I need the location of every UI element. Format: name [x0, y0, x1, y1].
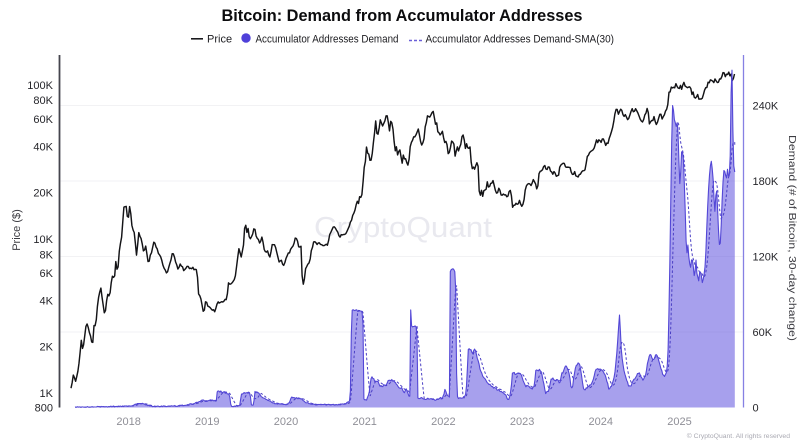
svg-text:10K: 10K [33, 234, 53, 246]
svg-text:2019: 2019 [195, 416, 219, 428]
svg-text:40K: 40K [33, 141, 53, 153]
svg-text:Price ($): Price ($) [11, 209, 23, 251]
svg-text:2024: 2024 [589, 416, 613, 428]
svg-text:0: 0 [753, 402, 759, 414]
svg-text:800: 800 [35, 403, 53, 415]
svg-text:6K: 6K [40, 268, 54, 280]
svg-text:Demand (# of Bitcoin, 30-day c: Demand (# of Bitcoin, 30-day change) [786, 135, 798, 341]
svg-text:180K: 180K [753, 176, 779, 188]
svg-text:60K: 60K [753, 327, 773, 339]
svg-text:60K: 60K [33, 114, 53, 126]
svg-text:120K: 120K [753, 251, 779, 263]
svg-text:1K: 1K [40, 388, 54, 400]
svg-text:CryptoQuant: CryptoQuant [314, 212, 492, 244]
svg-text:2020: 2020 [274, 416, 298, 428]
svg-text:2K: 2K [40, 342, 54, 354]
svg-text:2025: 2025 [667, 416, 691, 428]
svg-text:8K: 8K [40, 250, 54, 262]
svg-text:20K: 20K [33, 187, 53, 199]
svg-text:2023: 2023 [510, 416, 534, 428]
svg-text:Accumulator Addresses Demand: Accumulator Addresses Demand [256, 34, 399, 46]
svg-text:2018: 2018 [116, 416, 140, 428]
svg-text:240K: 240K [753, 100, 779, 112]
svg-text:2022: 2022 [431, 416, 455, 428]
svg-text:Bitcoin: Demand from Accumulat: Bitcoin: Demand from Accumulator Address… [222, 6, 583, 25]
svg-text:80K: 80K [33, 95, 53, 107]
svg-text:4K: 4K [40, 295, 54, 307]
svg-text:© CryptoQuant. All rights rese: © CryptoQuant. All rights reserved [687, 432, 790, 440]
svg-text:Price: Price [207, 34, 232, 46]
svg-text:100K: 100K [27, 80, 53, 92]
svg-text:Accumulator Addresses Demand-S: Accumulator Addresses Demand-SMA(30) [426, 34, 615, 46]
svg-text:2021: 2021 [352, 416, 376, 428]
